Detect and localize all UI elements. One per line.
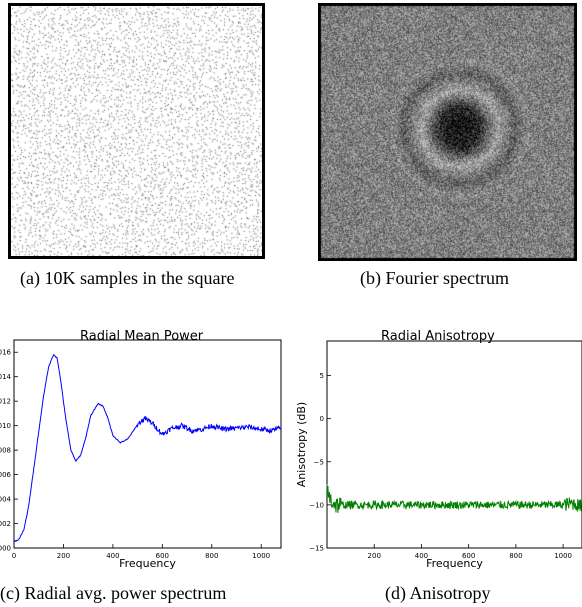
y-axis-label: Anisotropy (dB)	[295, 402, 308, 487]
plot-frame	[326, 340, 582, 549]
y-tick-label-8: .016	[0, 349, 12, 357]
x-tick-label-3: 800	[509, 552, 522, 560]
y-tick-label-3: 0	[320, 415, 324, 423]
caption-b: (b) Fourier spectrum	[360, 268, 509, 288]
x-tick-label-0: 200	[368, 552, 381, 560]
y-tick-label-1: −10	[309, 501, 324, 509]
y-tick-label-0: .000	[0, 545, 11, 553]
plot-frame	[13, 339, 282, 549]
x-tick-label-4: 800	[205, 552, 218, 560]
x-tick-label-0: 0	[12, 552, 16, 560]
x-tick-label-4: 1000	[554, 552, 572, 560]
x-axis-label: Frequency	[426, 557, 483, 570]
series-line-0	[326, 483, 582, 513]
x-axis-label: Frequency	[119, 557, 176, 570]
y-tick-label-4: .008	[0, 447, 11, 455]
y-tick-label-0: −15	[309, 545, 324, 553]
fourier-canvas	[318, 3, 577, 261]
caption-d: (d) Anisotropy	[385, 583, 491, 603]
x-tick-label-2: 400	[106, 552, 119, 560]
x-tick-label-1: 400	[415, 552, 428, 560]
y-tick-label-6: .012	[0, 398, 11, 406]
chart-d-title: Radial Anisotropy	[381, 329, 495, 344]
caption-a: (a) 10K samples in the square	[20, 268, 235, 288]
x-tick-label-1: 200	[57, 552, 70, 560]
x-tick-label-3: 600	[156, 552, 169, 560]
y-tick-label-7: .014	[0, 373, 12, 381]
samples-canvas	[11, 6, 262, 256]
y-tick-label-2: −5	[314, 458, 324, 466]
x-tick-label-5: 1000	[252, 552, 270, 560]
samples-panel	[8, 3, 265, 259]
x-tick-label-2: 600	[462, 552, 475, 560]
y-tick-label-1: .002	[0, 520, 11, 528]
caption-c: (c) Radial avg. power spectrum	[0, 583, 227, 603]
y-tick-label-2: .004	[0, 496, 12, 504]
fourier-panel	[318, 3, 577, 261]
y-tick-label-5: .010	[0, 422, 11, 430]
y-tick-label-4: 5	[320, 372, 324, 380]
series-line-0	[13, 353, 282, 543]
y-tick-label-3: .006	[0, 471, 12, 479]
